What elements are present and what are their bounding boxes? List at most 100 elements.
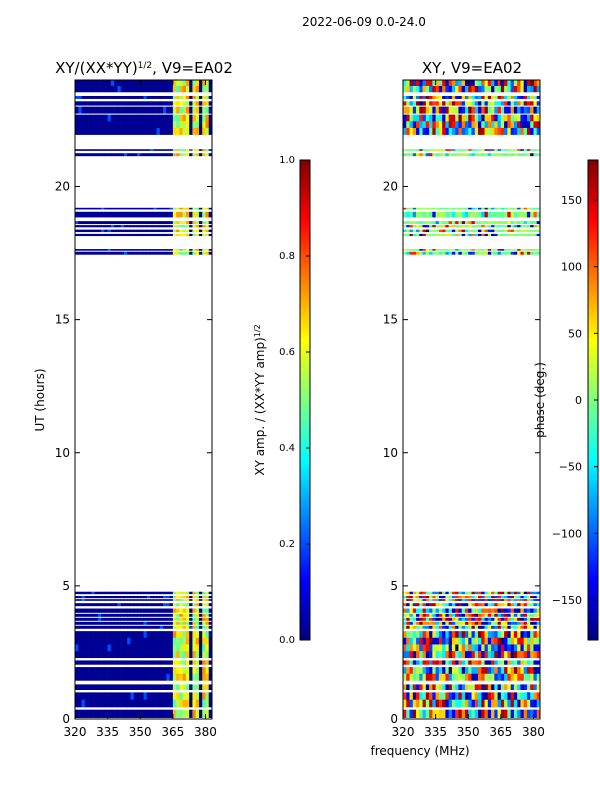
heatmap-cell xyxy=(114,621,118,625)
heatmap-cell xyxy=(153,251,157,255)
heatmap-cell xyxy=(195,660,200,665)
heatmap-cell xyxy=(445,603,449,607)
heatmap-cell xyxy=(474,699,479,708)
heatmap-cell xyxy=(205,673,210,681)
heatmap-cell xyxy=(504,127,508,135)
heatmap-cell xyxy=(497,591,502,595)
heatmap-cell xyxy=(468,106,472,114)
heatmap-cell xyxy=(97,699,102,708)
heatmap-cell xyxy=(140,153,144,157)
heatmap-cell xyxy=(422,127,427,135)
heatmap-cell xyxy=(153,660,157,665)
heatmap-cell xyxy=(133,149,138,151)
heatmap-cell xyxy=(464,80,469,87)
heatmap-cell xyxy=(432,249,436,251)
heatmap-cell xyxy=(513,692,518,700)
heatmap-cell xyxy=(91,599,95,601)
heatmap-cell xyxy=(169,599,174,601)
heatmap-cell xyxy=(523,692,528,700)
heatmap-cell xyxy=(481,106,485,114)
heatmap-cell xyxy=(432,121,436,129)
heatmap-cell xyxy=(185,613,190,617)
heatmap-cell xyxy=(500,603,505,607)
heatmap-cell xyxy=(163,621,167,625)
heatmap-cell xyxy=(205,667,210,675)
heatmap-cell xyxy=(172,608,177,613)
heatmap-cell xyxy=(504,211,508,218)
heatmap-cell xyxy=(156,651,161,659)
heatmap-cell xyxy=(445,699,449,708)
heatmap-cell xyxy=(117,207,121,210)
colorbar-tick-label: 50 xyxy=(568,327,582,340)
heatmap-cell xyxy=(419,684,423,691)
heatmap-cell xyxy=(432,153,436,157)
heatmap-cell xyxy=(438,211,443,218)
heatmap-cell xyxy=(140,80,144,87)
heatmap-cell xyxy=(192,625,196,629)
heatmap-cell xyxy=(107,621,112,625)
heatmap-cell xyxy=(136,608,141,613)
heatmap-cell xyxy=(422,637,427,645)
heatmap-cell xyxy=(435,660,440,665)
heatmap-cell xyxy=(448,80,453,87)
heatmap-cell xyxy=(163,85,167,93)
heatmap-cell xyxy=(432,101,436,106)
heatmap-cell xyxy=(422,621,427,625)
heatmap-cell xyxy=(140,251,144,255)
heatmap-cell xyxy=(429,631,433,639)
heatmap-cell xyxy=(435,106,440,114)
heatmap-cell xyxy=(530,599,534,601)
heatmap-cell xyxy=(185,651,190,659)
heatmap-cell xyxy=(533,149,538,151)
heatmap-cell xyxy=(117,149,121,151)
heatmap-cell xyxy=(143,101,148,106)
heatmap-cell xyxy=(468,692,472,700)
heatmap-cell xyxy=(530,692,534,700)
heatmap-cell xyxy=(504,625,508,629)
heatmap-cell xyxy=(451,637,456,645)
heatmap-cell xyxy=(150,80,154,87)
heatmap-cell xyxy=(140,95,144,99)
heatmap-cell xyxy=(445,621,449,625)
heatmap-cell xyxy=(530,684,534,691)
heatmap-cell xyxy=(432,684,436,691)
heatmap-cell xyxy=(150,709,154,718)
heatmap-cell xyxy=(487,603,492,607)
heatmap-cell xyxy=(523,233,528,237)
heatmap-cell xyxy=(422,221,427,225)
heatmap-cell xyxy=(176,249,180,251)
heatmap-cell xyxy=(169,660,174,665)
heatmap-cell xyxy=(481,631,485,639)
heatmap-cell xyxy=(81,211,86,218)
heatmap-cell xyxy=(107,613,112,617)
heatmap-cell xyxy=(468,625,472,629)
heatmap-cell xyxy=(202,121,206,129)
heatmap-cell xyxy=(185,207,190,210)
heatmap-cell xyxy=(491,106,495,114)
heatmap-cell xyxy=(166,673,170,681)
heatmap-cell xyxy=(526,631,531,639)
heatmap-cell xyxy=(127,207,131,210)
heatmap-cell xyxy=(195,673,200,681)
heatmap-cell xyxy=(166,85,170,93)
heatmap-cell xyxy=(409,692,414,700)
heatmap-cell xyxy=(172,637,177,645)
heatmap-cell xyxy=(189,603,193,607)
heatmap-cell xyxy=(185,121,190,129)
heatmap-cell xyxy=(123,591,128,595)
heatmap-cell xyxy=(403,233,407,237)
heatmap-cell xyxy=(494,221,498,225)
heatmap-cell xyxy=(78,211,82,218)
heatmap-cell xyxy=(166,121,170,129)
heatmap-cell xyxy=(114,699,118,708)
heatmap-cell xyxy=(455,127,459,135)
heatmap-cell xyxy=(520,667,524,675)
heatmap-cell xyxy=(536,225,541,228)
heatmap-cell xyxy=(468,85,472,93)
heatmap-cell xyxy=(107,631,112,639)
heatmap-cell xyxy=(146,233,151,237)
heatmap-cell xyxy=(468,95,472,99)
heatmap-cell xyxy=(172,709,177,718)
heatmap-cell xyxy=(507,651,511,659)
heatmap-cell xyxy=(422,608,427,613)
